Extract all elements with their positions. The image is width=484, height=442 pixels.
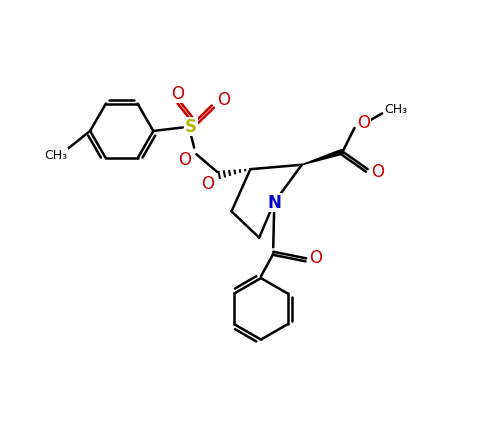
Text: O: O bbox=[178, 152, 191, 169]
Text: O: O bbox=[370, 163, 383, 181]
Text: O: O bbox=[200, 175, 213, 193]
Text: N: N bbox=[267, 194, 281, 212]
Text: CH₃: CH₃ bbox=[44, 149, 67, 162]
Text: O: O bbox=[217, 91, 229, 109]
Text: O: O bbox=[356, 114, 369, 132]
Text: O: O bbox=[309, 249, 322, 267]
Text: O: O bbox=[171, 84, 183, 103]
Text: CH₃: CH₃ bbox=[384, 103, 407, 116]
Polygon shape bbox=[301, 149, 343, 165]
Text: S: S bbox=[184, 118, 197, 136]
